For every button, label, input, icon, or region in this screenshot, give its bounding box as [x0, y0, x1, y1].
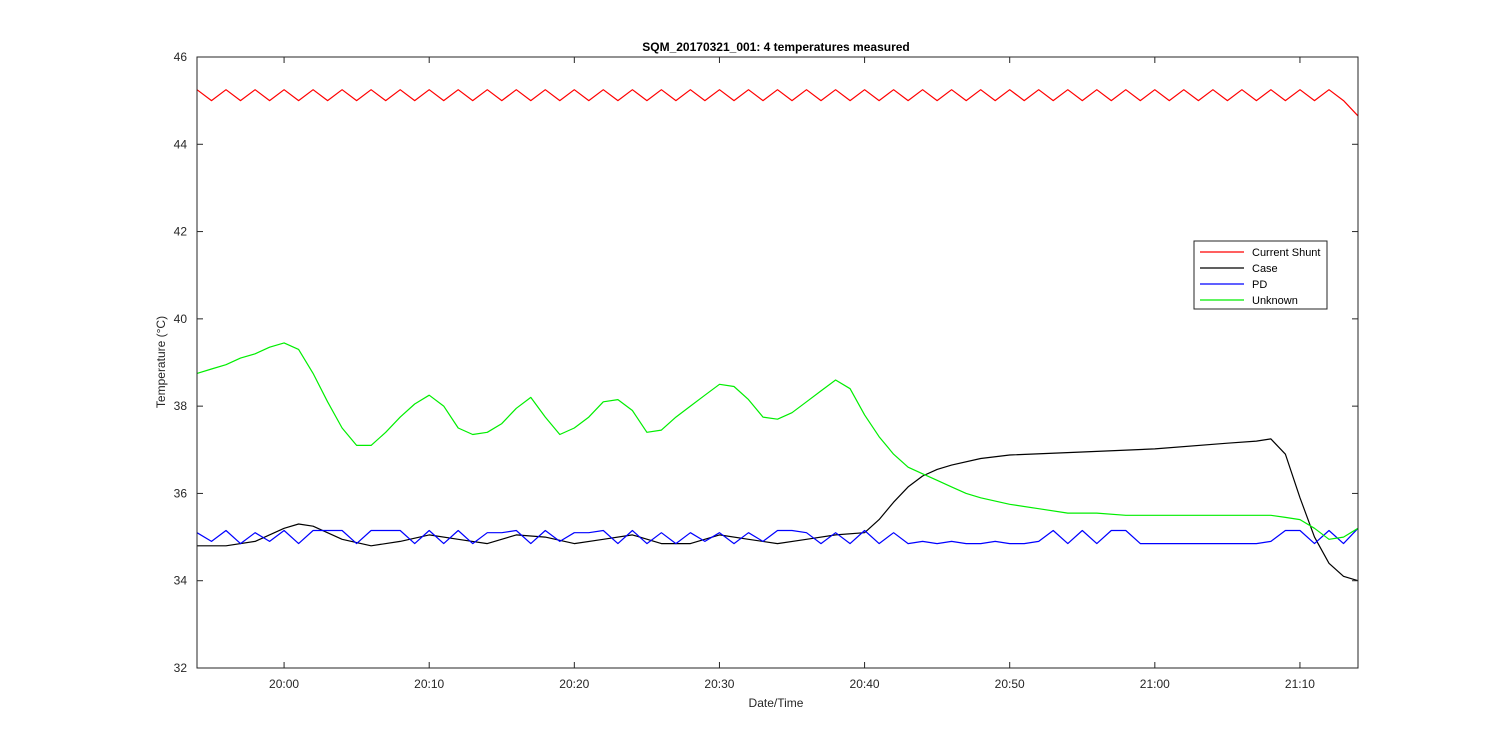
x-tick-label: 20:30 — [704, 677, 734, 691]
x-axis: 20:00 20:10 20:20 20:30 20:40 20:50 21:00 21:10 — [269, 57, 1315, 691]
x-tick-label: 20:10 — [414, 677, 444, 691]
plot-frame — [196, 56, 1359, 669]
x-axis-title: Date/Time — [749, 696, 804, 710]
legend-label: Unknown — [1252, 295, 1298, 307]
series-layer — [196, 89, 1359, 582]
y-tick-label: 42 — [174, 225, 188, 239]
series-line-current-shunt — [196, 89, 1359, 117]
series-line-case — [197, 438, 1359, 582]
legend-label: Case — [1252, 263, 1278, 275]
y-tick-label: 44 — [174, 137, 188, 151]
x-tick-label: 20:40 — [850, 677, 880, 691]
chart-title: SQM_20170321_001: 4 temperatures measure… — [642, 40, 910, 54]
y-tick-label: 32 — [174, 661, 188, 675]
legend: Current Shunt Case PD Unknown — [1193, 240, 1328, 310]
y-tick-label: 36 — [174, 486, 188, 500]
y-tick-label: 46 — [174, 50, 188, 64]
series-line-pd — [196, 527, 1359, 545]
y-tick-label: 34 — [174, 574, 188, 588]
x-tick-label: 20:00 — [269, 677, 299, 691]
y-axis-title: Temperature (°C) — [154, 316, 168, 408]
y-tick-label: 40 — [174, 312, 188, 326]
x-tick-label: 21:00 — [1140, 677, 1170, 691]
x-tick-label: 20:20 — [559, 677, 589, 691]
x-tick-label: 21:10 — [1285, 677, 1315, 691]
y-axis: 32 34 36 38 40 42 44 46 — [174, 50, 1358, 675]
y-tick-label: 38 — [174, 399, 188, 413]
series-line-unknown — [196, 342, 1359, 540]
legend-label: PD — [1252, 279, 1267, 291]
legend-label: Current Shunt — [1252, 247, 1320, 259]
x-tick-label: 20:50 — [995, 677, 1025, 691]
